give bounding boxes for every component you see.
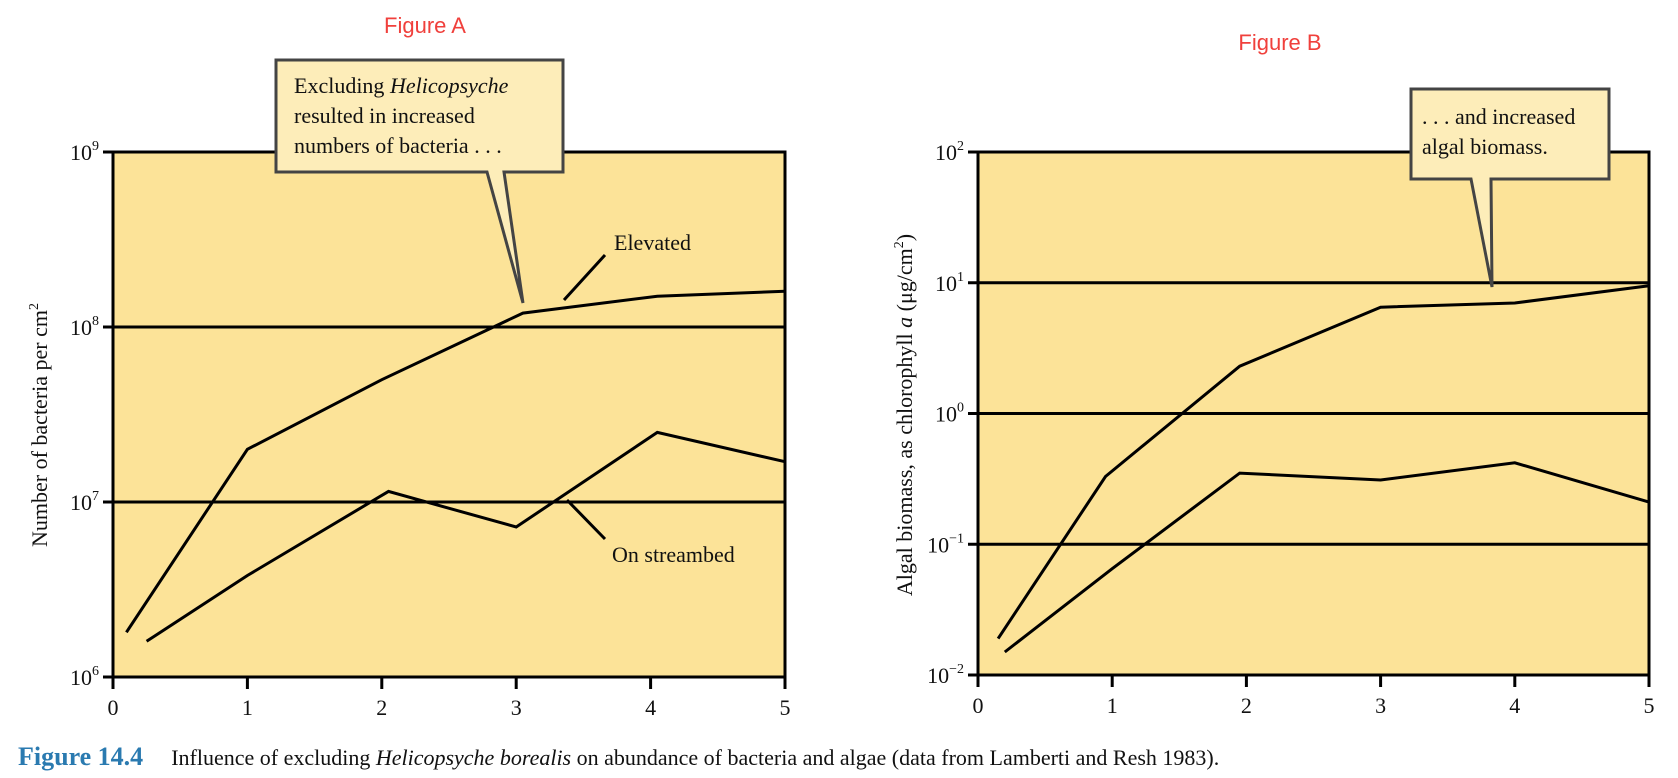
figure-a-y-axis-label-superscript: 2 — [27, 303, 42, 310]
figure-a-callout-line-2: resulted in increased — [294, 103, 475, 128]
figure-b: Figure B 10−2 10−1 100 101 102 0 1 2 3 4 5 Algal … — [892, 30, 1655, 718]
figure-caption-number: Figure 14.4 — [18, 742, 144, 771]
figure-b-y-tick-label: 101 — [935, 270, 964, 296]
figure-b-gridlines — [978, 281, 1649, 546]
figure-b-x-tick-label: 5 — [1644, 693, 1655, 718]
figure-a-series-on-streambed — [145, 430, 786, 643]
figure-b-callout-line-1: . . . and increased — [1422, 104, 1575, 129]
figure-caption: Figure 14.4 Influence of excluding Helico… — [18, 742, 1219, 772]
figure-caption-text: Influence of excluding Helicopsyche bore… — [171, 745, 1219, 770]
figure-a-callout-line-1: Excluding Helicopsyche — [294, 73, 509, 98]
figure-a-y-ticks: 106 107 108 109 — [70, 139, 113, 690]
figure-a-x-tick-label: 5 — [780, 695, 791, 720]
figure-a-callout: Excluding Helicopsyche resulted in incre… — [274, 58, 565, 304]
figure-a-elevated-leader — [562, 253, 607, 302]
figure-a-title: Figure A — [384, 13, 466, 38]
caption-text-before: Influence of excluding — [171, 745, 376, 770]
figure-a-x-tick-label: 3 — [511, 695, 522, 720]
figure-a-streambed-leader — [565, 498, 607, 541]
figure-b-y-tick-label: 10−1 — [927, 531, 964, 557]
figure-a-y-tick-label: 107 — [70, 489, 99, 515]
figure-b-callout-line-2: algal biomass. — [1422, 134, 1548, 159]
figure-a-y-tick-label: 106 — [70, 664, 99, 690]
figure-b-x-ticks: 0 1 2 3 4 5 — [973, 675, 1655, 718]
figure-a-x-tick-label: 1 — [242, 695, 253, 720]
figure-a-gridlines — [113, 325, 785, 504]
figure-b-callout: . . . and increased algal biomass. — [1409, 87, 1611, 288]
figure-a-x-tick-label: 2 — [376, 695, 387, 720]
figure-b-series-on-streambed — [1003, 461, 1650, 654]
figure-a-x-tick-label: 0 — [108, 695, 119, 720]
figure-b-x-tick-label: 0 — [973, 693, 984, 718]
figure-b-series-elevated — [996, 284, 1650, 640]
caption-text-species: Helicopsyche borealis — [375, 745, 572, 770]
figure-a-y-tick-label: 109 — [70, 139, 99, 165]
figure-b-y-axis-label: Algal biomass, as chlorophyll a (μg/cm2) — [892, 234, 917, 596]
figure-b-y-tick-label: 10−2 — [927, 662, 964, 688]
figure-b-x-tick-label: 1 — [1107, 693, 1118, 718]
figure-b-title: Figure B — [1238, 30, 1321, 55]
figure-a-y-tick-label: 108 — [70, 314, 99, 340]
figure-b-y-tick-label: 100 — [935, 401, 964, 427]
figure-b-series — [996, 284, 1650, 654]
figure-b-x-tick-label: 3 — [1375, 693, 1386, 718]
figure-a-x-tick-label: 4 — [645, 695, 656, 720]
figure-a-y-axis-label: Number of bacteria per cm2 — [27, 303, 52, 547]
figure-a: Figure A 106 107 108 109 0 1 2 3 4 5 Number of b… — [27, 13, 791, 720]
figure-a-callout-line-3: numbers of bacteria . . . — [294, 133, 502, 158]
figure-a-label-elevated: Elevated — [614, 230, 691, 255]
figure-b-y-axis-label-superscript: 2 — [892, 241, 907, 248]
figure-b-y-tick-label: 102 — [935, 139, 964, 165]
figure-b-x-tick-label: 4 — [1509, 693, 1520, 718]
figure-a-label-streambed: On streambed — [612, 542, 735, 567]
figure-b-callout-box — [1409, 87, 1611, 288]
figure-b-x-tick-label: 2 — [1241, 693, 1252, 718]
figure-a-callout-box — [274, 58, 565, 304]
figure-a-series-elevated — [125, 289, 786, 634]
figure-a-series — [125, 289, 786, 643]
figure-a-x-ticks: 0 1 2 3 4 5 — [108, 677, 791, 720]
figure-b-y-ticks: 10−2 10−1 100 101 102 — [927, 139, 978, 688]
caption-text-after: on abundance of bacteria and algae (data… — [571, 745, 1220, 770]
